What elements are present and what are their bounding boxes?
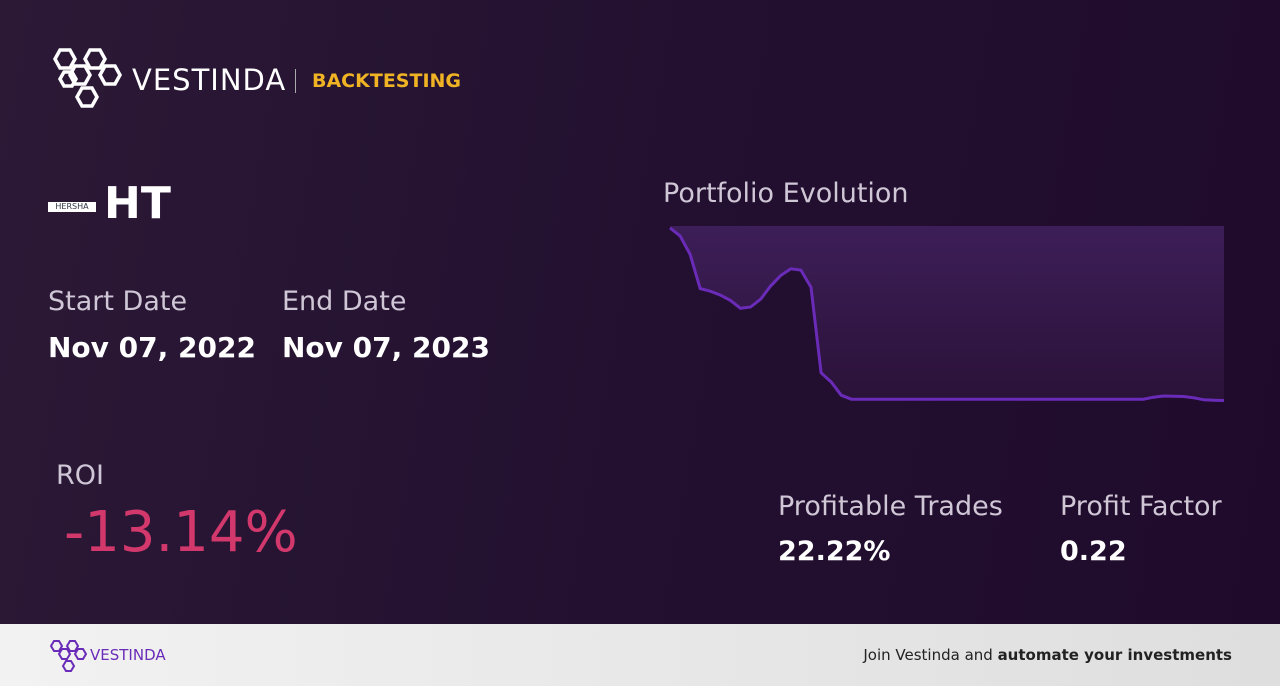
footer-cta: Join Vestinda and automate your investme… bbox=[863, 646, 1232, 664]
roi-value: -13.14% bbox=[64, 500, 298, 565]
factor-value: 0.22 bbox=[1060, 536, 1127, 567]
footer-text: Join Vestinda and bbox=[863, 646, 998, 664]
roi-label: ROI bbox=[56, 460, 104, 491]
profitable-label: Profitable Trades bbox=[778, 491, 1003, 522]
footer: VESTINDA Join Vestinda and automate your… bbox=[0, 624, 1280, 686]
footer-logo-icon bbox=[49, 640, 88, 672]
profitable-value: 22.22% bbox=[778, 536, 891, 567]
ticker: HT bbox=[104, 178, 171, 229]
footer-bold: automate your investments bbox=[997, 646, 1232, 664]
chart bbox=[669, 226, 1225, 402]
section: BACKTESTING bbox=[312, 70, 462, 92]
brand: VESTINDA bbox=[132, 63, 287, 97]
start-label: Start Date bbox=[48, 286, 188, 317]
area bbox=[670, 226, 1224, 401]
factor-label: Profit Factor bbox=[1060, 491, 1222, 522]
line bbox=[669, 226, 1225, 402]
start-date: Nov 07, 2022 bbox=[48, 331, 256, 364]
logo-icon bbox=[52, 48, 123, 108]
footer-brand: VESTINDA bbox=[90, 646, 166, 664]
end-label: End Date bbox=[282, 286, 407, 317]
end-date: Nov 07, 2023 bbox=[282, 331, 490, 364]
divider bbox=[295, 69, 296, 93]
chart-title: Portfolio Evolution bbox=[663, 178, 909, 209]
asset-logo: HERSHA bbox=[48, 202, 96, 212]
